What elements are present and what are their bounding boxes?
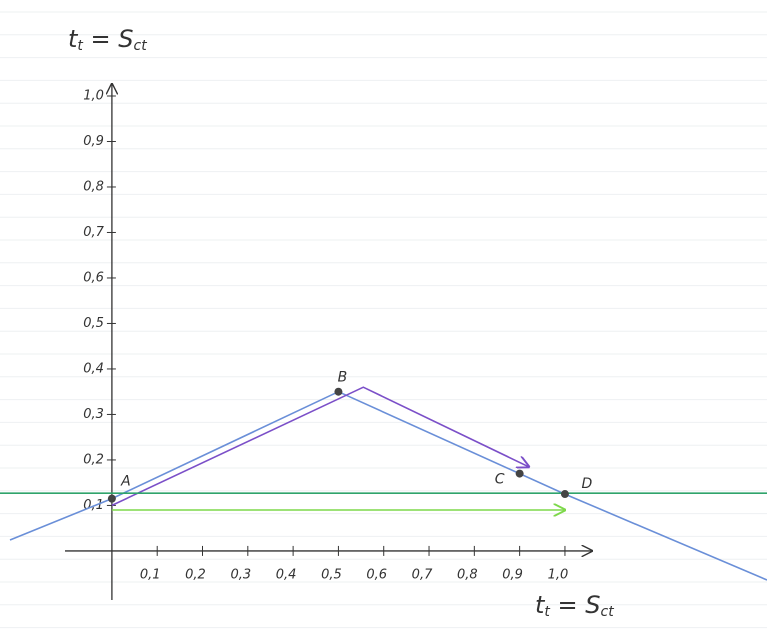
- point-label: B: [338, 370, 348, 386]
- y-axis-title-part: = S: [83, 25, 134, 53]
- x-tick-label: 0,2: [185, 567, 206, 582]
- x-tick-label: 0,3: [230, 567, 251, 582]
- y-tick-label: 0,6: [83, 270, 104, 285]
- y-axis-title: tt = Sct: [68, 25, 147, 54]
- y-axis-title-part: ct: [134, 38, 148, 54]
- y-tick-label: 0,5: [83, 316, 104, 331]
- x-axis-title-part: ct: [601, 604, 615, 620]
- chart: 0,10,20,30,40,50,60,70,80,91,00,10,20,30…: [0, 0, 767, 636]
- y-tick-label: 0,8: [83, 179, 104, 194]
- x-tick-label: 1,0: [548, 567, 569, 582]
- x-tick-label: 0,8: [457, 567, 478, 582]
- point-label: D: [582, 476, 593, 492]
- y-tick-label: 0,2: [83, 452, 104, 467]
- y-tick-label: 1,0: [83, 88, 104, 103]
- x-tick-label: 0,5: [321, 567, 342, 582]
- point: [334, 388, 342, 396]
- y-tick-label: 0,3: [83, 407, 104, 422]
- x-axis-title-part: = S: [550, 591, 601, 619]
- point: [516, 470, 524, 478]
- line: [112, 387, 529, 505]
- y-tick-label: 0,9: [83, 134, 104, 149]
- x-tick-label: 0,4: [276, 567, 297, 582]
- point: [108, 495, 116, 503]
- x-axis-title: tt = Sct: [535, 591, 614, 620]
- y-tick-label: 0,7: [83, 225, 104, 240]
- point: [561, 490, 569, 498]
- point-label: C: [495, 472, 505, 488]
- paper-lines: [0, 12, 767, 628]
- x-tick-label: 0,7: [412, 567, 433, 582]
- y-tick-label: 0,4: [83, 361, 104, 376]
- x-tick-label: 0,6: [366, 567, 387, 582]
- point-label: A: [120, 474, 131, 490]
- x-tick-label: 0,9: [502, 567, 523, 582]
- x-tick-label: 0,1: [140, 567, 161, 582]
